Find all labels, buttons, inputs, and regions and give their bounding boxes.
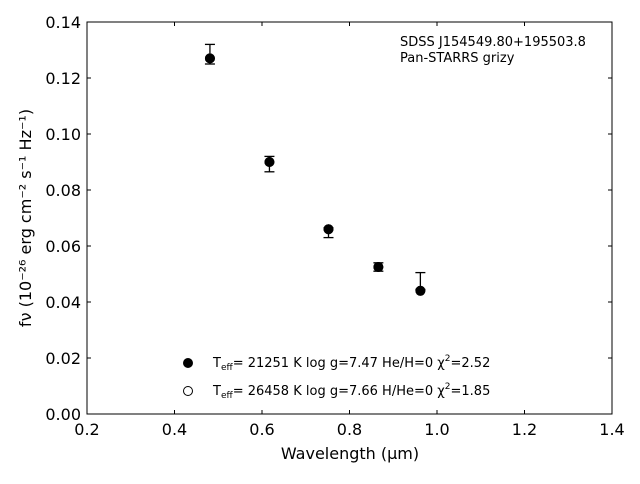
legend-marker-open bbox=[183, 386, 193, 396]
model-point-filled bbox=[264, 157, 275, 167]
y-axis-title: fν (10⁻²⁶ erg cm⁻² s⁻¹ Hz⁻¹) bbox=[16, 109, 35, 327]
y-tick-label: 0.02 bbox=[45, 349, 81, 368]
annotation-line-1: SDSS J154549.80+195503.8 bbox=[400, 35, 586, 50]
model-point-filled bbox=[323, 224, 334, 235]
legend-label-1: Teff= 21251 K log g=7.47 He/H=0 χ2=2.52 bbox=[212, 354, 490, 373]
model-point-filled bbox=[373, 262, 384, 272]
x-tick-label: 0.6 bbox=[249, 420, 274, 439]
model-point-filled bbox=[415, 285, 426, 296]
y-tick-label: 0.08 bbox=[45, 181, 81, 200]
y-tick-labels: 0.00 0.02 0.04 0.06 0.08 0.10 0.12 0.14 bbox=[45, 13, 81, 424]
plot-frame bbox=[86, 21, 613, 415]
model-points bbox=[204, 53, 426, 296]
legend-label-2: Teff= 26458 K log g=7.66 H/He=0 χ2=1.85 bbox=[212, 382, 490, 401]
x-tick-label: 1.2 bbox=[512, 420, 537, 439]
model-point-filled bbox=[204, 53, 215, 64]
object-annotation: SDSS J154549.80+195503.8 Pan-STARRS griz… bbox=[400, 35, 586, 66]
annotation-line-2: Pan-STARRS grizy bbox=[400, 51, 515, 66]
legend-entry-1: Teff= 21251 K log g=7.47 He/H=0 χ2=2.52 bbox=[183, 354, 490, 373]
y-tick-label: 0.12 bbox=[45, 69, 81, 88]
y-tick-label: 0.10 bbox=[45, 125, 81, 144]
y-tick-label: 0.06 bbox=[45, 237, 81, 256]
x-tick-label: 0.4 bbox=[162, 420, 187, 439]
legend-entry-2: Teff= 26458 K log g=7.66 H/He=0 χ2=1.85 bbox=[183, 382, 490, 401]
x-axis-title: Wavelength (μm) bbox=[281, 444, 419, 463]
y-tick-label: 0.04 bbox=[45, 293, 81, 312]
x-tick-label: 1.0 bbox=[424, 420, 449, 439]
legend-marker-filled bbox=[183, 358, 193, 368]
legend: Teff= 21251 K log g=7.47 He/H=0 χ2=2.52 … bbox=[183, 354, 490, 401]
x-tick-labels: 0.2 0.4 0.6 0.8 1.0 1.2 1.4 bbox=[74, 420, 624, 439]
y-tick-label: 0.00 bbox=[45, 405, 81, 424]
x-tick-label: 0.8 bbox=[337, 420, 362, 439]
x-tick-label: 1.4 bbox=[599, 420, 624, 439]
y-tick-label: 0.14 bbox=[45, 13, 81, 32]
x-tick-label: 0.2 bbox=[74, 420, 99, 439]
